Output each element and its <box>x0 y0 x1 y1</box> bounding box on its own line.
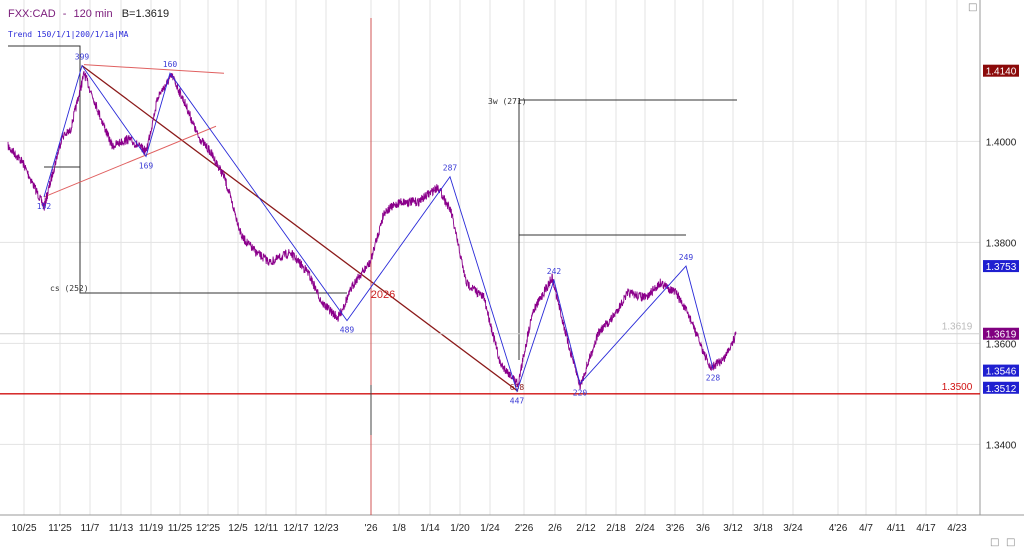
x-tick-label: 10/25 <box>11 523 36 534</box>
x-tick-label: '26 <box>364 523 377 534</box>
support-line-label: 1.3500 <box>942 382 973 393</box>
x-tick-label: 4/17 <box>916 523 936 534</box>
zigzag-series <box>43 64 714 393</box>
price-axis: 1.4000 1.3800 1.3600 1.3400 <box>986 137 1017 451</box>
y-tick-label: 1.4000 <box>986 137 1017 148</box>
x-tick-label: 11/25 <box>168 523 193 534</box>
price-tag-label: 1.3753 <box>986 262 1017 273</box>
year-marker-label: 2026 <box>371 289 395 301</box>
measure-boxes: cs (252) 3w (271) <box>8 45 737 360</box>
price-tag-label: 1.4140 <box>986 67 1017 78</box>
x-tick-label: 1/20 <box>450 523 470 534</box>
price-tag-box <box>983 64 1019 77</box>
x-tick-label: 1/14 <box>420 523 440 534</box>
channel-bottom-line <box>43 125 217 198</box>
scroll-left-icon[interactable]: □ <box>990 537 999 548</box>
price-tags: 1.4140 1.3753 1.3619 1.3546 1.3512 <box>983 64 1019 395</box>
y-tick-label: 1.3800 <box>986 238 1017 249</box>
x-tick-label: 12/11 <box>254 523 279 534</box>
last-price-label: B=1.3619 <box>122 8 169 20</box>
x-tick-label: 4/7 <box>859 523 873 534</box>
chart-title: FXX:CAD - 120 min B=1.3619 <box>8 8 169 20</box>
price-tag-box <box>983 327 1019 340</box>
x-tick-label: 12/17 <box>283 523 308 534</box>
interval-label: 120 min <box>73 8 112 20</box>
x-tick-label: 2'26 <box>515 523 534 534</box>
title-separator: - <box>63 8 67 20</box>
x-tick-label: 3'26 <box>666 523 685 534</box>
x-tick-label: 1/24 <box>480 523 500 534</box>
x-tick-label: 2/24 <box>635 523 655 534</box>
pivot-label: 192 <box>37 202 52 211</box>
x-tick-label: 3/12 <box>723 523 743 534</box>
x-tick-label: 3/24 <box>783 523 803 534</box>
x-tick-label: 11/7 <box>81 523 100 534</box>
price-tag-label: 1.3546 <box>986 367 1017 378</box>
scroll-right-icon[interactable]: □ <box>1006 537 1015 548</box>
pivot-label: 228 <box>706 374 721 383</box>
maximize-icon[interactable]: □ <box>968 2 977 13</box>
pivot-label: 287 <box>443 164 458 173</box>
x-tick-label: 2/12 <box>576 523 596 534</box>
price-tag-label: 1.3619 <box>986 330 1017 341</box>
y-tick-label: 1.3400 <box>986 440 1017 451</box>
drawn-lines: 1.3500 1.3619 2026 658 <box>0 18 980 515</box>
x-tick-label: 12'25 <box>196 523 221 534</box>
x-tick-label: 12/5 <box>228 523 248 534</box>
x-tick-label: 2/18 <box>606 523 626 534</box>
x-tick-label: 11'25 <box>48 523 72 534</box>
x-tick-label: 3/18 <box>753 523 773 534</box>
pivot-label: 242 <box>547 267 562 276</box>
indicator-label: Trend 150/1/1|200/1/1a|MA <box>8 30 129 39</box>
channel-top-line <box>83 64 225 74</box>
three-week-box <box>518 99 737 360</box>
three-week-box-label: 3w (271) <box>488 97 527 106</box>
pivot-label: 447 <box>510 396 525 405</box>
price-tag-box <box>983 364 1019 377</box>
x-tick-label: 4'26 <box>829 523 848 534</box>
pivot-label: 489 <box>340 326 355 335</box>
x-tick-label: 3/6 <box>696 523 710 534</box>
pivot-label: 399 <box>75 53 90 62</box>
pivot-label: 160 <box>163 60 178 69</box>
price-tag-label: 1.3512 <box>986 384 1017 395</box>
pivot-label: 249 <box>679 253 694 262</box>
x-tick-label: 12/23 <box>313 523 338 534</box>
price-line <box>7 71 737 390</box>
y-tick-label: 1.3600 <box>986 339 1017 350</box>
x-tick-label: 11/19 <box>139 523 164 534</box>
symbol-label: FXX:CAD <box>8 8 56 20</box>
x-tick-label: 11/13 <box>109 523 134 534</box>
x-tick-label: 1/8 <box>392 523 406 534</box>
last-price-line-label: 1.3619 <box>942 322 973 333</box>
price-tag-box <box>983 260 1019 273</box>
x-tick-label: 4/11 <box>887 523 906 534</box>
price-series <box>7 71 737 390</box>
trendline <box>81 65 519 392</box>
cs-box-label: cs (252) <box>50 284 89 293</box>
pivot-label: 169 <box>139 162 154 171</box>
zigzag-line <box>43 64 714 393</box>
pivot-labels: 192 399 169 160 489 287 447 242 220 249 228 <box>37 53 721 406</box>
pivot-label: 220 <box>573 389 588 398</box>
cs-box <box>8 45 347 294</box>
bar-count-label: 658 <box>510 383 525 392</box>
price-tag-box <box>983 381 1019 394</box>
x-tick-label: 4/23 <box>947 523 967 534</box>
time-axis: 10/25 11'25 11/7 11/13 11/19 11/25 12'25 12/5 12… <box>11 523 967 534</box>
x-tick-label: 2/6 <box>548 523 562 534</box>
